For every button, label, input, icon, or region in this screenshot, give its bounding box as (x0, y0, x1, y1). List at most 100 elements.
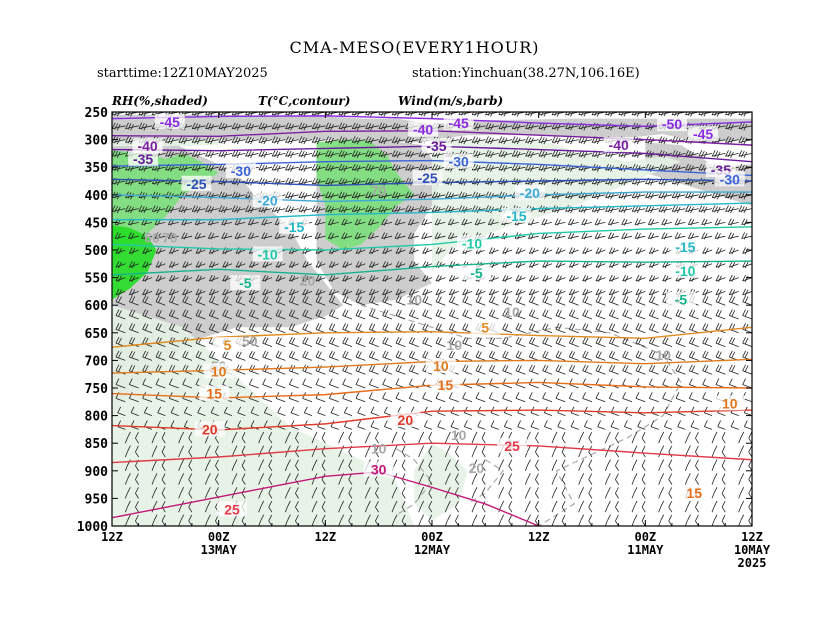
wind-barb (685, 205, 699, 214)
wind-barb-flag (248, 247, 253, 254)
wind-barb-flag (500, 123, 505, 130)
wind-barb (435, 288, 446, 296)
wind-barb-flag (500, 192, 505, 199)
wind-barb-flag (475, 364, 480, 371)
wind-barb-flag (715, 336, 720, 344)
wind-barb-flag (525, 150, 529, 157)
wind-barb-flag (731, 289, 736, 296)
wind-barb-shaft (284, 506, 288, 513)
wind-barb-flag (567, 150, 572, 158)
wind-barb (738, 445, 745, 458)
wind-barb-flag (241, 473, 246, 480)
wind-barb (622, 288, 633, 296)
wind-barb-flag (633, 431, 638, 439)
wind-barb-flag (663, 112, 667, 117)
wind-barb (357, 406, 366, 416)
wind-barb-flag (455, 459, 459, 466)
wind-barb (675, 350, 686, 361)
wind-barb-flag (474, 112, 477, 116)
wind-barb-flag (316, 206, 321, 214)
wind-barb-shaft (311, 520, 315, 526)
wind-barb-flag (527, 232, 532, 239)
wind-barb (615, 514, 620, 526)
wind-barb (702, 392, 713, 403)
wind-barb (727, 232, 739, 240)
wind-barb-shaft (355, 315, 366, 320)
wind-barb-flag (464, 289, 469, 296)
wind-barb-flag (395, 261, 400, 268)
wind-barb-flag (738, 150, 743, 157)
wind-barb-flag (271, 122, 276, 129)
wind-barb (342, 378, 353, 389)
wind-barb (743, 406, 752, 416)
wind-barb-flag (411, 310, 416, 317)
wind-barb-shaft (524, 465, 528, 471)
wind-barb-shaft (742, 263, 752, 268)
wind-barb (631, 136, 646, 145)
wind-barb-flag (554, 112, 557, 116)
wind-barb-flag (300, 123, 305, 130)
wind-barb (703, 420, 713, 430)
wind-barb-flag (661, 218, 666, 225)
wind-barb-flag (231, 112, 235, 116)
wind-barb (368, 392, 379, 403)
wind-barb-flag (408, 288, 413, 296)
wind-barb-shaft (609, 315, 619, 320)
wind-barb-shaft (677, 426, 686, 430)
wind-barb-shaft (544, 426, 553, 430)
wind-barb (328, 392, 339, 403)
wind-barb-flag (742, 261, 746, 268)
wind-barb (295, 459, 300, 472)
wind-barb-flag (395, 323, 400, 330)
wind-barb-flag (730, 137, 734, 145)
wind-barb-flag (358, 310, 362, 317)
wind-barb-shaft (338, 506, 342, 513)
wind-barb (395, 261, 406, 269)
wind-barb-flag (685, 112, 688, 116)
wind-barb (485, 150, 499, 159)
wind-barb-shaft (668, 493, 673, 499)
wind-barb-flag (318, 289, 322, 296)
wind-barb-shaft (668, 465, 673, 472)
wind-barb-shaft (275, 342, 286, 347)
wind-barb (658, 445, 665, 458)
wind-barb-shaft (315, 263, 326, 268)
wind-barb (462, 378, 473, 389)
wind-barb-flag (476, 124, 481, 131)
wind-barb-shaft (424, 412, 433, 416)
wind-barb-flag (258, 112, 261, 116)
wind-barb-flag (582, 350, 586, 358)
wind-barb-flag (264, 351, 269, 358)
wind-barb (391, 191, 406, 200)
wind-barb-shaft (595, 291, 606, 296)
wind-barb (355, 261, 366, 269)
wind-barb (502, 274, 513, 283)
wind-barb-flag (464, 351, 469, 358)
wind-barb-flag (268, 487, 273, 494)
wind-barb-shaft (302, 263, 313, 268)
wind-barb-shaft (235, 263, 246, 268)
wind-barb-flag (463, 420, 468, 427)
wind-barb-flag (668, 459, 673, 466)
wind-barb-shaft (641, 437, 646, 444)
wind-barb-shaft (649, 301, 659, 306)
wind-barb-shaft (544, 412, 553, 416)
wind-barb (542, 261, 553, 269)
wind-barb-flag (582, 323, 586, 330)
wind-barb (418, 486, 425, 499)
wind-barb-flag (556, 151, 561, 159)
wind-barb-flag (268, 459, 273, 466)
wind-barb (555, 364, 566, 375)
wind-barb-flag (220, 164, 225, 172)
wind-barb-flag (245, 205, 249, 212)
wind-barb-shaft (401, 493, 406, 499)
wind-barb-shaft (609, 370, 619, 375)
wind-barb-flag (263, 124, 268, 131)
wind-barb-flag (662, 309, 666, 316)
wind-barb-shaft (355, 370, 366, 375)
wind-barb-flag (518, 351, 522, 358)
wind-barb-flag (702, 350, 706, 358)
wind-barb (298, 163, 313, 172)
wind-barb-flag (516, 137, 521, 145)
wind-barb-flag (530, 165, 534, 172)
